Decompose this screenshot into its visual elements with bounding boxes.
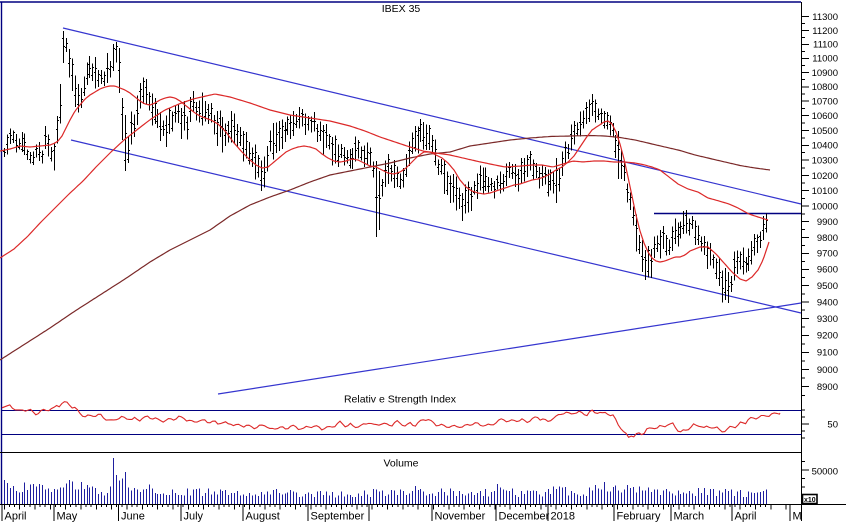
svg-text:July: July <box>184 511 204 523</box>
svg-text:9000: 9000 <box>817 365 838 376</box>
svg-text:10800: 10800 <box>812 82 838 93</box>
svg-text:April: April <box>5 511 27 523</box>
svg-text:9900: 9900 <box>817 217 838 228</box>
svg-text:x10: x10 <box>804 497 816 504</box>
svg-text:August: August <box>246 511 280 523</box>
svg-text:9500: 9500 <box>817 281 838 292</box>
svg-text:50000: 50000 <box>812 466 838 477</box>
svg-text:10300: 10300 <box>812 156 838 167</box>
svg-text:10600: 10600 <box>812 111 838 122</box>
svg-text:April: April <box>735 511 757 523</box>
svg-text:September: September <box>311 511 365 523</box>
svg-text:11100: 11100 <box>813 40 838 51</box>
svg-text:8900: 8900 <box>817 382 838 393</box>
svg-text:50: 50 <box>827 419 838 430</box>
svg-text:10200: 10200 <box>812 171 838 182</box>
svg-text:Relativ e Strength Index: Relativ e Strength Index <box>344 394 457 406</box>
svg-text:Volume: Volume <box>383 458 418 470</box>
svg-text:9300: 9300 <box>817 314 838 325</box>
svg-text:February: February <box>617 511 662 523</box>
svg-text:10100: 10100 <box>812 186 838 197</box>
svg-text:10400: 10400 <box>812 141 838 152</box>
svg-text:June: June <box>121 511 145 523</box>
svg-text:9800: 9800 <box>817 233 838 244</box>
svg-text:9200: 9200 <box>817 331 838 342</box>
svg-text:2018: 2018 <box>551 511 575 523</box>
svg-text:March: March <box>674 511 705 523</box>
svg-text:10500: 10500 <box>812 126 838 137</box>
svg-text:11200: 11200 <box>812 26 838 37</box>
svg-text:November: November <box>435 511 486 523</box>
svg-text:10000: 10000 <box>812 202 838 213</box>
svg-text:May: May <box>57 511 78 523</box>
svg-text:December: December <box>499 511 550 523</box>
svg-text:IBEX 35: IBEX 35 <box>382 3 421 15</box>
svg-text:9700: 9700 <box>817 249 838 260</box>
svg-text:10700: 10700 <box>812 97 838 108</box>
svg-text:M: M <box>793 511 802 523</box>
svg-text:11000: 11000 <box>812 54 838 65</box>
svg-text:9400: 9400 <box>817 297 838 308</box>
svg-text:11300: 11300 <box>812 12 838 23</box>
svg-text:9100: 9100 <box>817 348 838 359</box>
svg-text:9600: 9600 <box>817 265 838 276</box>
svg-text:10900: 10900 <box>812 68 838 79</box>
